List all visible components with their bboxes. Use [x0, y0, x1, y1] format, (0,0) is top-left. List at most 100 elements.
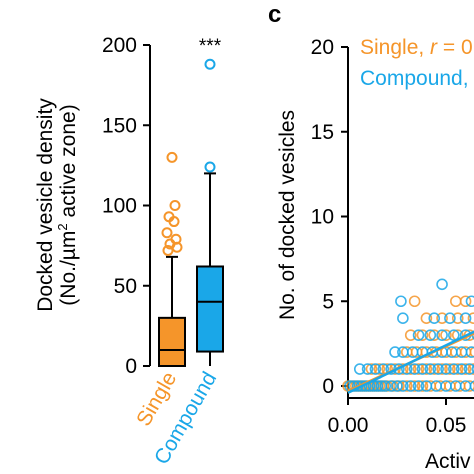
- legend-compound: Compound,: [360, 67, 469, 90]
- scatter-point-compound: [424, 329, 437, 341]
- significance-label: ***: [199, 36, 222, 57]
- scatter-y-tick-label: 10: [311, 206, 334, 229]
- scatter-point-single: [408, 295, 421, 308]
- scatter-point-compound: [432, 363, 444, 375]
- scatter-legend: Single, r = 0 Compound,: [360, 36, 473, 90]
- box-single: [158, 316, 186, 368]
- outlier-single: [170, 233, 182, 245]
- legend-single-pre: Single,: [360, 36, 430, 59]
- legend-compound-pre: Compound,: [360, 67, 469, 90]
- scatter-point-single: [436, 363, 448, 375]
- boxplot-y-label-line2: (No./µm2 active zone): [55, 104, 80, 305]
- scatter-point-compound: [436, 278, 448, 291]
- scatter-point-compound: [397, 380, 409, 392]
- scatter-points: [342, 278, 474, 392]
- scatter-point-single: [365, 363, 378, 375]
- scatter-x-label: Activ: [425, 450, 471, 473]
- outlier-single: [162, 244, 174, 256]
- outlier-single: [161, 227, 173, 239]
- boxplot-y-tick-label: 100: [102, 195, 137, 218]
- scatter-point-compound: [353, 363, 366, 375]
- scatter-x-tick-label: 0.05: [426, 414, 467, 437]
- scatter-point-single: [449, 295, 462, 308]
- outlier-single: [169, 200, 181, 211]
- fit-line-compound: [347, 330, 474, 394]
- scatter-point-compound: [389, 346, 401, 358]
- scatter-point-single: [420, 363, 433, 375]
- scatter-fit-lines: [347, 330, 474, 394]
- scatter-point-compound: [379, 380, 392, 392]
- scatter-point-compound: [424, 363, 437, 375]
- scatter-point-single: [428, 329, 441, 341]
- scatter-y-tick-label: 5: [322, 290, 334, 313]
- boxplot-y-ticks: 0 50 100 150 200: [102, 34, 150, 378]
- scatter-point-single: [389, 363, 401, 375]
- boxplot-y-label-superscript: 2: [55, 223, 70, 230]
- scatter-point-compound: [385, 380, 397, 392]
- scatter-point-compound: [412, 329, 425, 341]
- box-compound: [196, 265, 224, 353]
- panel-label-c: c: [268, 1, 281, 28]
- scatter-point-single: [444, 363, 456, 375]
- outlier-compound: [204, 58, 216, 70]
- scatter-point-compound: [391, 380, 403, 392]
- scatter-point-single: [420, 312, 433, 325]
- scatter-point-compound: [395, 295, 407, 308]
- scatter-point-single: [459, 295, 472, 308]
- scatter-point-compound: [455, 363, 468, 375]
- scatter-point-single: [428, 363, 441, 375]
- outlier-compound: [204, 161, 216, 173]
- boxplot-y-tick-label: 200: [102, 34, 137, 57]
- scatter-point-single: [404, 363, 417, 375]
- scatter-point-compound: [471, 364, 474, 374]
- scatter-point-compound: [397, 312, 409, 325]
- scatter-point-compound: [465, 295, 474, 308]
- boxplot-panel: Docked vesicle density (No./µm2 active z…: [34, 34, 224, 468]
- scatter-point-compound: [371, 380, 384, 392]
- boxplot-y-tick-label: 0: [125, 355, 137, 378]
- scatter-point-compound: [369, 363, 382, 375]
- scatter-point-single: [467, 312, 474, 324]
- scatter-point-single: [416, 329, 429, 341]
- scatter-point-compound: [416, 363, 429, 375]
- boxplot-y-label-line2-post: active zone): [57, 104, 80, 223]
- boxplot-y-label: Docked vesicle density (No./µm2 active z…: [34, 98, 80, 312]
- legend-single: Single, r = 0: [360, 36, 473, 59]
- scatter-point-single: [412, 363, 425, 375]
- boxplot-y-tick-label: 50: [114, 275, 137, 298]
- scatter-point-compound: [361, 363, 374, 375]
- scatter-y-tick-label: 20: [311, 36, 334, 59]
- scatter-point-compound: [428, 312, 441, 325]
- scatter-point-single: [451, 312, 464, 325]
- scatter-point-compound: [444, 312, 456, 325]
- scatter-point-compound: [440, 363, 452, 375]
- scatter-x-ticks: 0.00 0.05: [328, 398, 467, 437]
- boxplot-y-label-line2-pre: (No./µm: [57, 231, 80, 306]
- scatter-y-ticks: 0 5 10 15 20: [311, 36, 348, 398]
- scatter-point-compound: [408, 363, 421, 375]
- scatter-y-tick-label: 0: [322, 375, 334, 398]
- scatter-point-single: [467, 363, 474, 375]
- outlier-single: [163, 211, 175, 223]
- scatter-point-compound: [412, 380, 425, 392]
- scatter-point-compound: [463, 363, 474, 375]
- scatter-y-label: No. of docked vesicles: [276, 110, 299, 320]
- scatter-point-compound: [469, 380, 474, 392]
- scatter-point-compound: [459, 312, 472, 325]
- scatter-y-tick-label: 15: [311, 121, 334, 144]
- scatter-point-single: [416, 380, 429, 392]
- scatter-point-single: [463, 380, 474, 392]
- scatter-point-single: [404, 329, 417, 341]
- boxplot-y-label-line1: Docked vesicle density: [34, 98, 57, 312]
- outlier-single: [166, 151, 178, 163]
- scatter-point-single: [373, 363, 386, 375]
- scatter-x-tick-label: 0.00: [328, 414, 369, 437]
- legend-single-post: = 0: [437, 36, 473, 59]
- scatter-point-compound: [448, 363, 460, 375]
- scatter-point-single: [469, 346, 474, 358]
- scatter-point-single: [451, 363, 464, 375]
- scatter-point-compound: [436, 329, 448, 341]
- legend-single-italic: r: [430, 36, 438, 59]
